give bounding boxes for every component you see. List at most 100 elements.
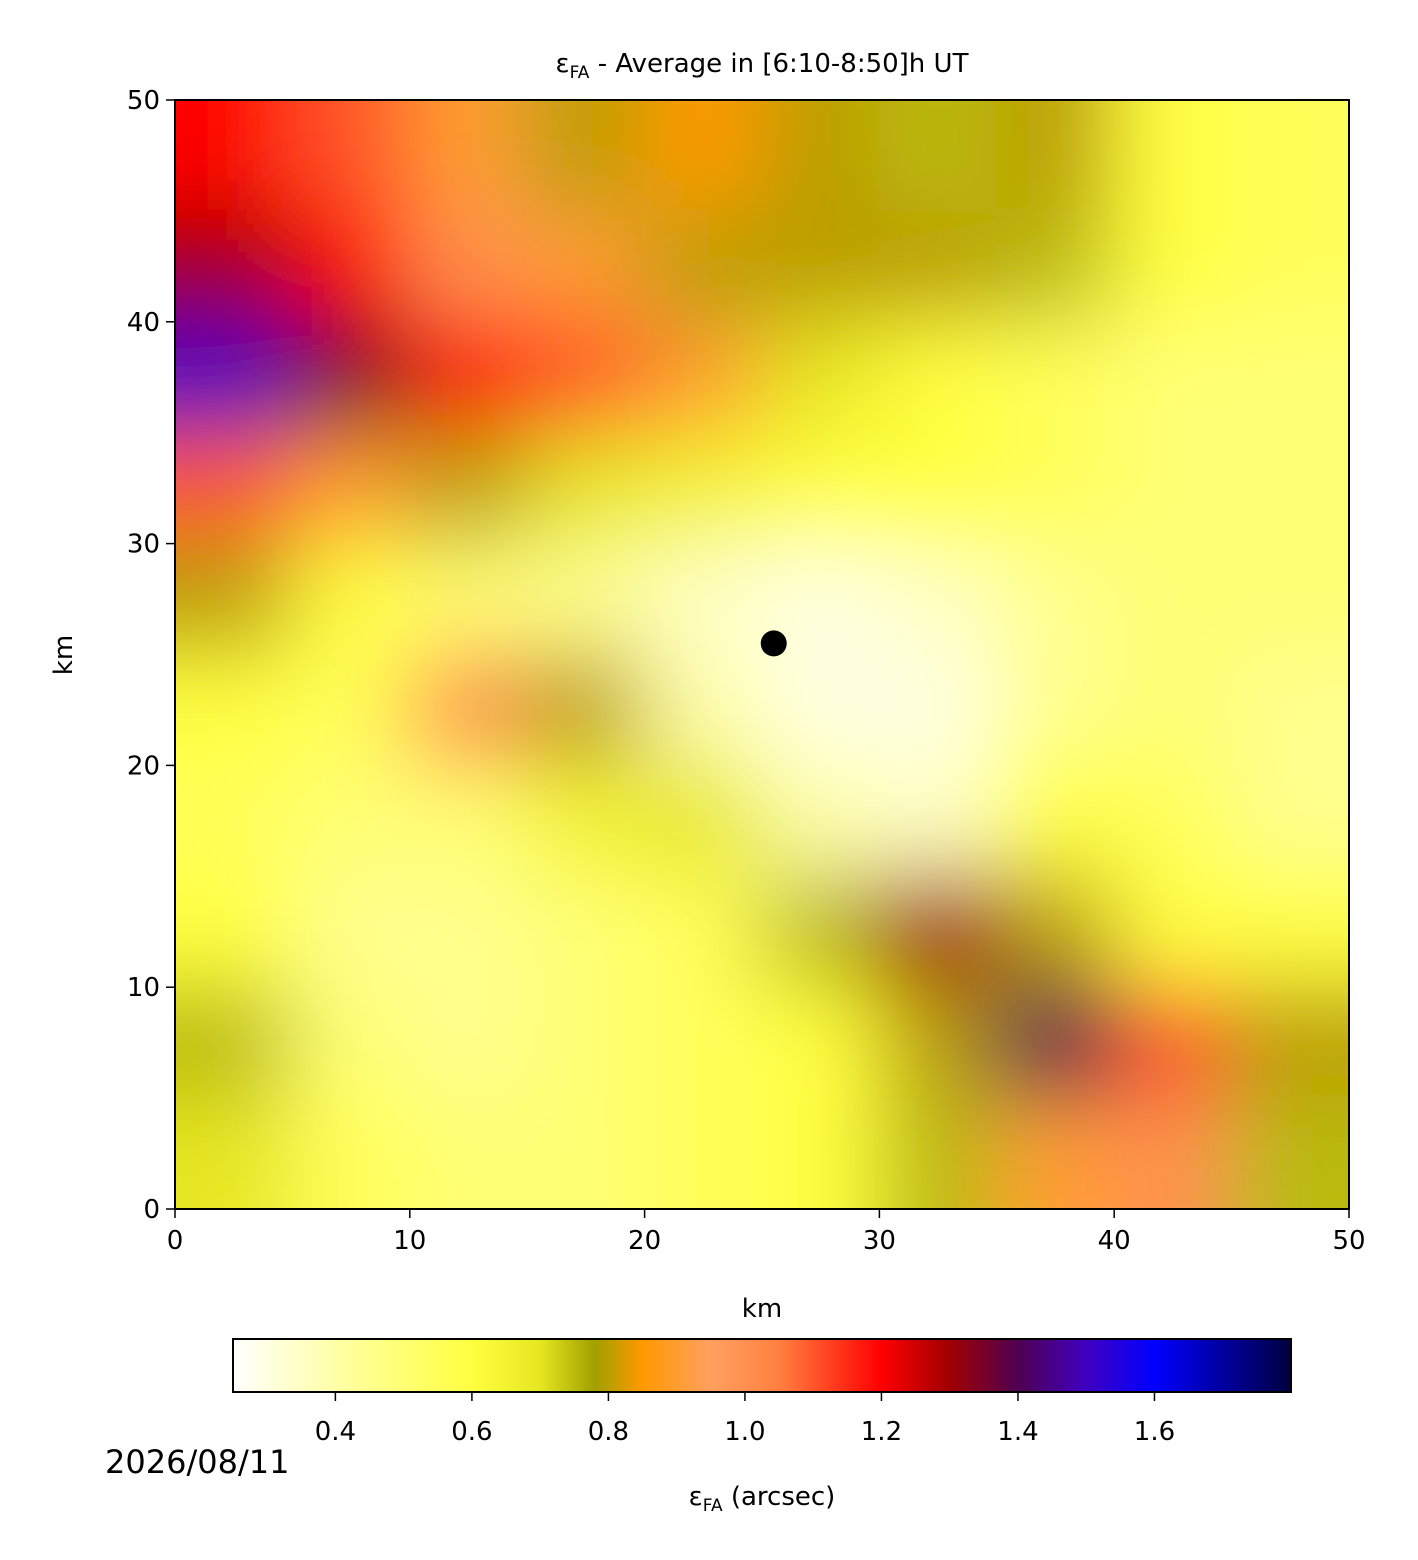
heatmap-cell (995, 209, 1116, 323)
symbol: ε (689, 1482, 703, 1512)
heatmap-cell (175, 986, 294, 1100)
heatmap-cell (291, 764, 411, 878)
heatmap-cell (995, 986, 1116, 1100)
marker-point (760, 630, 787, 657)
heatmap-cell (526, 1096, 646, 1209)
heatmap-cell (760, 764, 881, 878)
x-axis-label: km (742, 1294, 782, 1324)
heatmap-cell (760, 986, 881, 1100)
y-tick-label: 0 (143, 1195, 160, 1225)
heatmap-cell (995, 542, 1116, 656)
colorbar-tick-label: 1.0 (724, 1417, 765, 1447)
heatmap-cell (760, 209, 881, 323)
x-tick-label: 10 (393, 1226, 426, 1256)
colorbar-tick-label: 0.6 (451, 1417, 492, 1447)
heatmap-cell (878, 1096, 998, 1209)
heatmap-cell (878, 100, 998, 213)
heatmap-cell (526, 431, 646, 545)
heatmap-cell (291, 542, 411, 656)
x-tick-label: 40 (1098, 1226, 1131, 1256)
heatmap-cell (1230, 764, 1349, 878)
date: 2026/08/11 (105, 1443, 289, 1481)
heatmap-cell (291, 986, 411, 1100)
heatmap-cell (1230, 653, 1349, 767)
heatmap-cell (408, 209, 529, 323)
heatmap-cell (995, 653, 1116, 767)
colorbar-tick-label: 0.4 (315, 1417, 356, 1447)
heatmap-cell (291, 209, 411, 323)
heatmap-cell (175, 875, 294, 989)
heatmap-cell (175, 320, 294, 434)
plot-frame (174, 99, 1350, 1210)
heatmap-cell (291, 320, 411, 434)
colorbar (232, 1338, 1292, 1393)
heatmap-cell (1113, 320, 1233, 434)
heatmap-cell (175, 653, 294, 767)
heatmap-cell (175, 1096, 294, 1209)
heatmap-cell (995, 764, 1116, 878)
heatmap-cell (408, 320, 529, 434)
heatmap-cell (643, 875, 764, 989)
heatmap-cell (1230, 986, 1349, 1100)
heatmap-cell (995, 431, 1116, 545)
colorbar-label: εFA (arcsec) (689, 1482, 836, 1516)
heatmap-cell (291, 653, 411, 767)
heatmap-cell (1113, 1096, 1233, 1209)
heatmap-cell (1113, 986, 1233, 1100)
heatmap-cell (1113, 653, 1233, 767)
heatmap-cell (643, 1096, 764, 1209)
x-tick-label: 30 (863, 1226, 896, 1256)
heatmap-cell (408, 431, 529, 545)
heatmap-cell (995, 1096, 1116, 1209)
heatmap-cell (643, 764, 764, 878)
heatmap-cell (526, 542, 646, 656)
heatmap-cell (878, 209, 998, 323)
chart-title: εFA - Average in [6:10-8:50]h UT (556, 49, 969, 83)
heatmap-cell (1113, 100, 1233, 213)
heatmap-cell (1113, 875, 1233, 989)
heatmap-cell (995, 100, 1116, 213)
x-tick-label: 50 (1332, 1226, 1365, 1256)
heatmap-cell (408, 1096, 529, 1209)
heatmap-cell (1113, 764, 1233, 878)
heatmap-cell (526, 875, 646, 989)
y-tick-label: 40 (127, 308, 160, 338)
heatmap-cell (878, 320, 998, 434)
heatmap-cell (760, 431, 881, 545)
heatmap-cell (760, 653, 881, 767)
heatmap-cell (878, 542, 998, 656)
text: - Average in [6:10-8:50]h UT (589, 49, 968, 79)
heatmap-cell (1113, 542, 1233, 656)
heatmap-cell (291, 100, 411, 213)
heatmap-cell (1230, 431, 1349, 545)
heatmap (175, 100, 1349, 1209)
colorbar-tick-label: 1.2 (861, 1417, 902, 1447)
heatmap-cell (760, 1096, 881, 1209)
heatmap-cell (175, 764, 294, 878)
heatmap-cell (1230, 542, 1349, 656)
heatmap-cell (1113, 431, 1233, 545)
heatmap-cell (408, 764, 529, 878)
heatmap-cell (408, 875, 529, 989)
y-tick-label: 30 (127, 530, 160, 560)
heatmap-cell (1113, 209, 1233, 323)
heatmap-cell (526, 764, 646, 878)
heatmap-cell (526, 986, 646, 1100)
heatmap-cell (643, 209, 764, 323)
heatmap-cell (291, 1096, 411, 1209)
heatmap-cell (175, 209, 294, 323)
symbol: ε (556, 49, 570, 79)
heatmap-cell (175, 431, 294, 545)
heatmap-cell (526, 320, 646, 434)
heatmap-cell (643, 431, 764, 545)
colorbar-tick-label: 1.4 (997, 1417, 1038, 1447)
heatmap-cell (760, 875, 881, 989)
y-tick-label: 50 (127, 86, 160, 116)
heatmap-cell (643, 542, 764, 656)
y-tick-label: 10 (127, 973, 160, 1003)
colorbar-tick-label: 0.8 (588, 1417, 629, 1447)
heatmap-cell (995, 320, 1116, 434)
heatmap-cell (526, 100, 646, 213)
heatmap-cell (760, 100, 881, 213)
subscript: FA (570, 63, 590, 83)
